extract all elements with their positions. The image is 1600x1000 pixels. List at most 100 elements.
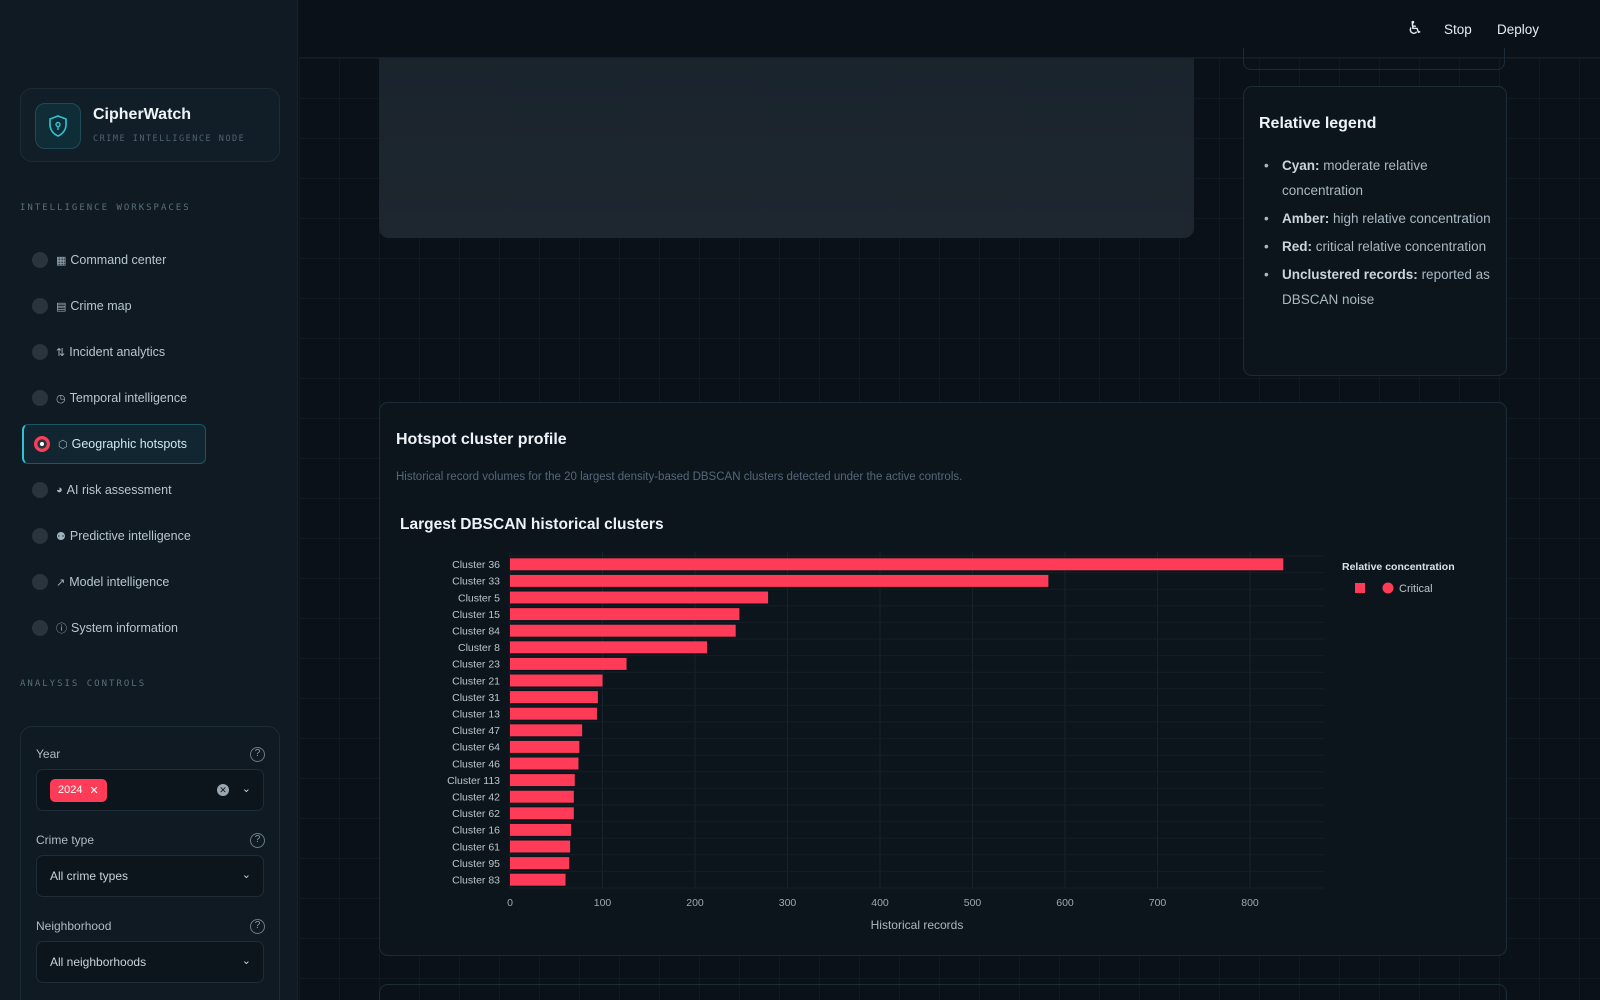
bar[interactable]	[510, 724, 583, 737]
radio-icon[interactable]	[32, 298, 48, 314]
category-label: Cluster 64	[452, 742, 500, 754]
chevron-down-icon[interactable]: ⌄	[241, 783, 251, 795]
x-tick-label: 800	[1241, 897, 1259, 909]
bar[interactable]	[510, 807, 574, 820]
radio-icon[interactable]	[32, 344, 48, 360]
clear-icon[interactable]: ✕	[217, 784, 229, 796]
legend-series-label[interactable]: Critical	[1399, 583, 1433, 595]
legend-item: Cyan: moderate relative concentration	[1260, 153, 1496, 203]
nav-icon: ◕	[56, 484, 63, 496]
sidebar-item-label: Temporal intelligence	[69, 391, 188, 405]
year-multiselect[interactable]: 2024 ✕ ✕ ⌄	[36, 769, 264, 811]
bar[interactable]	[510, 558, 1284, 571]
sidebar-item-label: Predictive intelligence	[69, 529, 191, 543]
radio-icon[interactable]	[32, 528, 48, 544]
legend-title: Relative legend	[1259, 115, 1377, 132]
legend-swatch[interactable]	[1355, 583, 1365, 593]
bar[interactable]	[510, 790, 574, 803]
radio-icon[interactable]	[32, 620, 48, 636]
analysis-controls: Year ? 2024 ✕ ✕ ⌄ Crime type ? All crime…	[20, 726, 280, 1000]
bar[interactable]	[510, 574, 1049, 587]
sidebar-item[interactable]: ▤ Crime map	[22, 286, 206, 326]
legend-term: Red:	[1282, 239, 1312, 254]
bar[interactable]	[510, 624, 736, 637]
x-tick-label: 300	[779, 897, 797, 909]
relative-legend-card: Relative legend Cyan: moderate relative …	[1243, 86, 1507, 376]
bar[interactable]	[510, 641, 708, 654]
map-panel	[379, 58, 1194, 238]
legend-marker	[1382, 582, 1394, 594]
bar[interactable]	[510, 657, 627, 670]
bar[interactable]	[510, 774, 575, 787]
deploy-button[interactable]: Deploy	[1497, 22, 1540, 37]
chart-legend-title: Relative concentration	[1342, 561, 1455, 573]
sidebar-item[interactable]: ⬡ Geographic hotspots	[22, 424, 206, 464]
help-icon[interactable]: ?	[250, 833, 265, 848]
help-icon[interactable]: ?	[250, 747, 265, 762]
sidebar-item-label: AI risk assessment	[66, 483, 172, 497]
brand-title: CipherWatch	[93, 106, 192, 123]
category-label: Cluster 36	[452, 559, 500, 571]
radio-icon[interactable]	[32, 574, 48, 590]
radio-icon[interactable]	[32, 252, 48, 268]
category-label: Cluster 62	[452, 808, 500, 820]
sidebar-item[interactable]: ⓘ System information	[22, 608, 206, 648]
nav-icon: ⚉	[56, 530, 66, 543]
nav-icon: ◷	[56, 392, 66, 405]
main-content: Relative legend Cyan: moderate relative …	[299, 48, 1600, 1000]
crime-type-value: All crime types	[50, 869, 129, 883]
category-label: Cluster 21	[452, 675, 500, 687]
bar[interactable]	[510, 591, 769, 604]
nav-icon: ▤	[56, 300, 67, 313]
radio-icon[interactable]	[32, 390, 48, 406]
cluster-bar-chart[interactable]: Largest DBSCAN historical clusters 0 100 20…	[380, 403, 1508, 957]
sidebar-item[interactable]: ⇅ Incident analytics	[22, 332, 206, 372]
bar[interactable]	[510, 873, 566, 886]
bar[interactable]	[510, 740, 580, 753]
legend-item: Amber: high relative concentration	[1260, 206, 1496, 231]
sidebar-item[interactable]: ◷ Temporal intelligence	[22, 378, 206, 418]
brand-subtitle: CRIME INTELLIGENCE NODE	[93, 134, 246, 144]
sidebar-item-label: Incident analytics	[69, 345, 166, 359]
bar[interactable]	[510, 857, 570, 870]
bar[interactable]	[510, 757, 579, 770]
year-tag[interactable]: 2024 ✕	[50, 778, 107, 802]
chevron-down-icon[interactable]: ⌄	[241, 955, 251, 967]
sidebar-item[interactable]: ◕ AI risk assessment	[22, 470, 206, 510]
crime-type-select[interactable]: All crime types ⌄	[36, 855, 264, 897]
neighborhood-value: All neighborhoods	[50, 955, 147, 969]
stop-button[interactable]: Stop	[1444, 22, 1472, 37]
bar[interactable]	[510, 674, 603, 687]
sidebar-item[interactable]: ▦ Command center	[22, 240, 206, 280]
legend-text: moderate relative concentration	[1282, 158, 1428, 198]
chart-title: Largest DBSCAN historical clusters	[400, 516, 664, 533]
legend-item: Red: critical relative concentration	[1260, 234, 1496, 259]
chevron-down-icon[interactable]: ⌄	[241, 869, 251, 881]
radio-icon[interactable]	[34, 436, 50, 452]
neighborhood-label: Neighborhood	[36, 919, 112, 933]
bar[interactable]	[510, 691, 598, 704]
bar[interactable]	[510, 707, 597, 720]
bar[interactable]	[510, 823, 572, 836]
radio-icon[interactable]	[32, 482, 48, 498]
sidebar-item[interactable]: ⚉ Predictive intelligence	[22, 516, 206, 556]
sidebar-item[interactable]: ↗ Model intelligence	[22, 562, 206, 602]
bar[interactable]	[510, 840, 571, 853]
category-label: Cluster 5	[458, 592, 500, 604]
nav-icon: ⇅	[56, 346, 66, 359]
tag-remove-icon[interactable]: ✕	[89, 784, 99, 797]
shield-icon	[35, 103, 81, 149]
x-tick-label: 200	[686, 897, 704, 909]
category-label: Cluster 47	[452, 725, 500, 737]
legend-list: Cyan: moderate relative concentration Amb…	[1260, 153, 1496, 315]
category-label: Cluster 23	[452, 659, 500, 671]
accessibility-icon[interactable]: ♿	[1407, 18, 1424, 38]
x-tick-label: 500	[964, 897, 982, 909]
bar[interactable]	[510, 608, 740, 621]
help-icon[interactable]: ?	[250, 919, 265, 934]
legend-term: Cyan:	[1282, 158, 1320, 173]
year-label: Year	[36, 747, 61, 761]
sidebar-item-label: Crime map	[70, 299, 132, 313]
cluster-card-title: Hotspot cluster profile	[396, 431, 567, 448]
neighborhood-select[interactable]: All neighborhoods ⌄	[36, 941, 264, 983]
